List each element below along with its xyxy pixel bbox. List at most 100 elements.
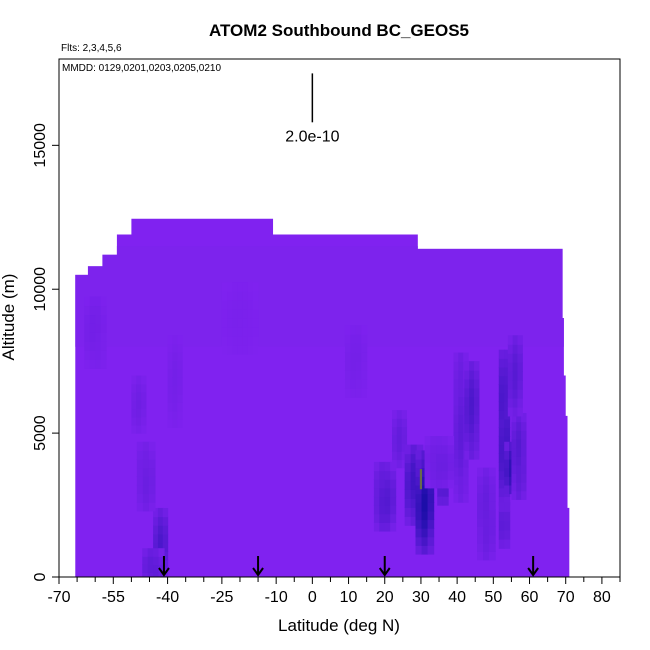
- heatmap-cell: [504, 349, 511, 359]
- plot-frame: [58, 58, 621, 578]
- heatmap-cell: [469, 423, 475, 433]
- heatmap-cell: [458, 422, 464, 433]
- heatmap-cell: [415, 450, 423, 460]
- heatmap-cell: [504, 529, 511, 540]
- heatmap-cell: [221, 344, 228, 355]
- heatmap-cell: [384, 461, 391, 472]
- heatmap-cell: [483, 476, 490, 485]
- heatmap-cell: [464, 361, 470, 371]
- heatmap-cell: [489, 501, 496, 511]
- heatmap-cell: [521, 438, 527, 449]
- heatmap-cell: [361, 361, 368, 371]
- heatmap-cell: [415, 536, 423, 546]
- heatmap-cell: [415, 502, 423, 512]
- flights-subtitle: Flts: 2,3,4,5,6: [61, 43, 122, 54]
- heatmap-cell: [464, 396, 470, 407]
- heatmap-cell: [344, 388, 351, 398]
- chart-title: ATOM2 Southbound BC_GEOS5: [209, 21, 469, 40]
- heatmap-cell: [157, 525, 164, 535]
- heatmap-cell: [89, 350, 96, 360]
- heatmap-cell: [498, 444, 505, 454]
- heatmap-cell: [391, 410, 398, 419]
- heatmap-cell: [424, 435, 431, 446]
- heatmap-cell: [131, 375, 137, 385]
- heatmap-cell: [221, 291, 228, 301]
- heatmap-cell: [453, 378, 459, 389]
- heatmap-cell: [512, 371, 519, 381]
- heatmap-cell: [396, 459, 403, 469]
- heatmap-cell: [498, 384, 505, 394]
- heatmap-cell: [489, 476, 496, 485]
- heatmap-cell: [153, 548, 160, 557]
- heatmap-cell: [447, 470, 455, 480]
- heatmap-cell: [355, 334, 362, 344]
- heatmap-cell: [141, 400, 147, 410]
- heatmap-cell: [498, 470, 505, 480]
- heatmap-cell: [350, 361, 357, 371]
- heatmap-cell: [159, 580, 165, 589]
- heatmap-cell: [517, 380, 523, 390]
- heatmap-cell: [100, 305, 107, 316]
- heatmap-cell: [157, 542, 164, 552]
- heatmap-cell: [142, 459, 150, 469]
- heatmap-cell: [172, 335, 178, 345]
- heatmap-cell: [95, 359, 102, 369]
- heatmap-cell: [504, 384, 511, 394]
- heatmap-cell: [401, 410, 408, 419]
- heatmap-cell: [221, 335, 228, 346]
- heatmap-cell: [453, 475, 459, 486]
- heatmap-cell: [477, 551, 484, 561]
- heatmap-cell: [464, 414, 470, 425]
- heatmap-cell: [227, 282, 233, 292]
- heatmap-cell: [390, 496, 397, 506]
- heatmap-cell: [391, 459, 398, 469]
- heatmap-cell: [148, 484, 156, 495]
- heatmap-cell: [474, 387, 480, 398]
- heatmap-cell: [436, 461, 443, 472]
- heatmap-cell: [404, 489, 412, 499]
- heatmap-cell: [401, 426, 408, 436]
- heatmap-cell: [355, 352, 362, 362]
- heatmap-cell: [469, 441, 475, 451]
- heatmap-cell: [477, 467, 484, 477]
- heatmap-cell: [511, 430, 517, 440]
- heatmap-cell: [379, 513, 386, 523]
- heatmap-cell: [391, 426, 398, 436]
- heatmap-cell: [517, 388, 523, 399]
- heatmap-cell: [474, 370, 480, 380]
- heatmap-cell: [158, 548, 165, 557]
- heatmap-cell: [177, 368, 183, 378]
- heatmap-cell: [507, 406, 514, 417]
- heatmap-cell: [421, 528, 429, 538]
- heatmap-cell: [516, 490, 522, 500]
- heatmap-cell: [361, 370, 368, 380]
- heatmap-cell: [516, 438, 522, 449]
- heatmap-cell: [142, 441, 150, 451]
- heatmap-cell: [453, 484, 459, 494]
- heatmap-cell: [136, 467, 144, 477]
- heatmap-cell: [453, 449, 459, 459]
- heatmap-cell: [477, 517, 484, 527]
- heatmap-cell: [427, 502, 435, 512]
- heatmap-cell: [172, 368, 178, 378]
- heatmap-cell: [100, 314, 107, 324]
- heatmap-cell: [142, 467, 150, 477]
- heatmap-cell: [504, 435, 511, 446]
- heatmap-cell: [136, 392, 142, 401]
- heatmap-cell: [89, 305, 96, 316]
- heatmap-cell: [453, 493, 459, 503]
- heatmap-cell: [463, 475, 469, 486]
- plot-area: 2.0e-10: [75, 73, 570, 589]
- heatmap-cell: [148, 467, 156, 477]
- heatmap-cell: [177, 393, 183, 403]
- heatmap-cell: [453, 440, 459, 450]
- heatmap-cell: [136, 459, 144, 469]
- heatmap-cell: [379, 505, 386, 515]
- heatmap-cell: [247, 291, 254, 301]
- x-tick-label: 70: [557, 589, 575, 606]
- heatmap-cell: [453, 396, 459, 406]
- heatmap-cell: [504, 502, 511, 512]
- heatmap-cell: [148, 450, 156, 460]
- heatmap-cell: [504, 375, 511, 385]
